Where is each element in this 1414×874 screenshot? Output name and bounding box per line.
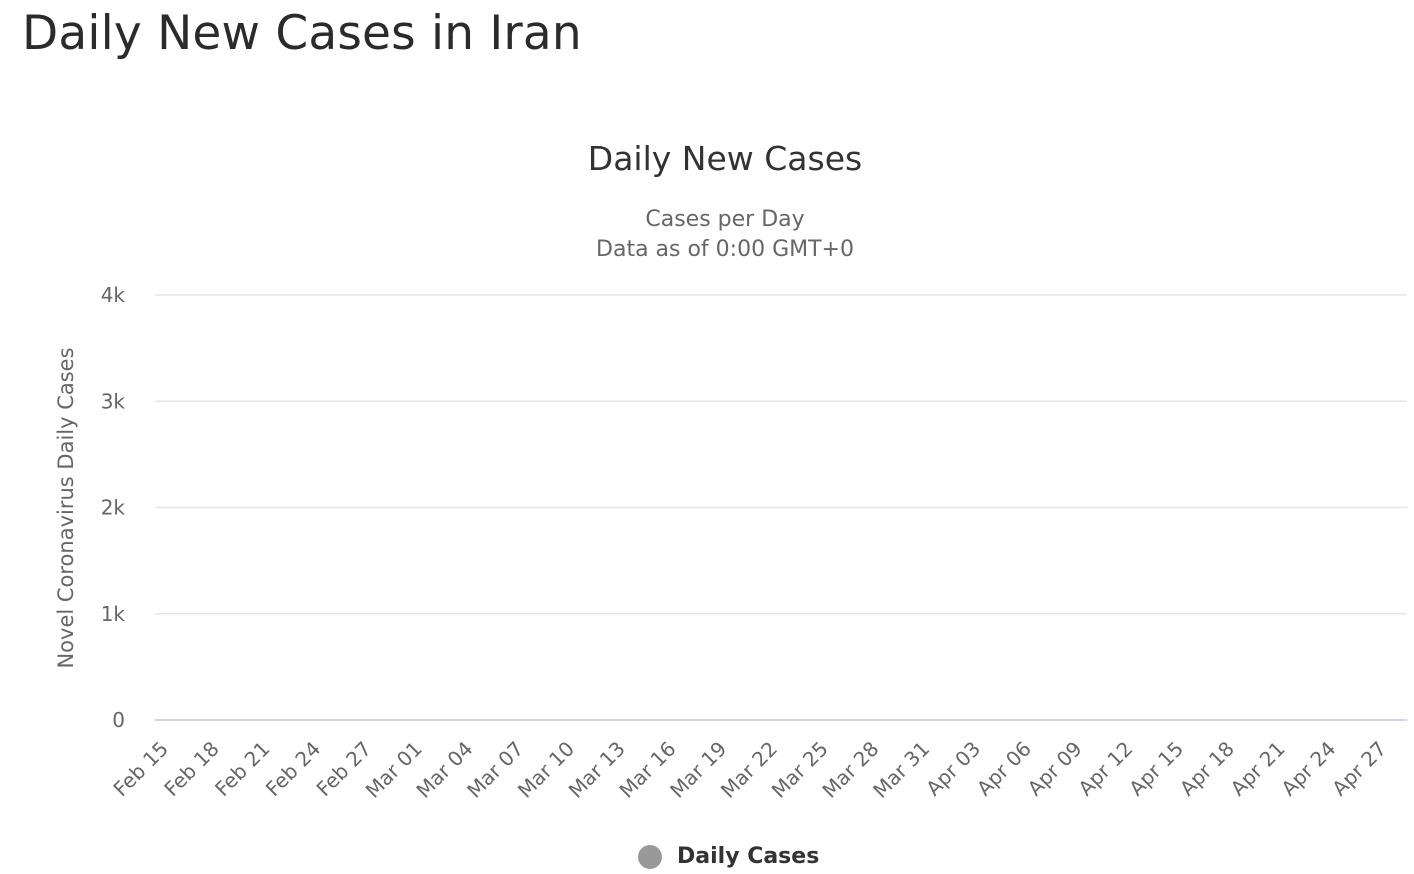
y-tick-label: 4k xyxy=(101,283,126,307)
chart-title: Daily New Cases xyxy=(588,139,862,178)
x-tick-label: Apr 27 xyxy=(1327,737,1391,801)
x-tick-label: Mar 19 xyxy=(665,737,731,803)
y-tick-label: 0 xyxy=(112,708,125,732)
x-tick-label: Feb 15 xyxy=(108,737,173,802)
x-tick-label: Apr 03 xyxy=(921,737,985,801)
y-tick-label: 3k xyxy=(101,389,126,413)
y-tick-label: 1k xyxy=(101,602,126,626)
x-tick-label: Apr 21 xyxy=(1226,737,1290,801)
x-tick-label: Mar 16 xyxy=(614,737,680,803)
chart-subtitle-line-2: Data as of 0:00 GMT+0 xyxy=(596,237,854,262)
x-tick-label: Mar 01 xyxy=(361,737,427,803)
x-tick-label: Mar 22 xyxy=(716,737,782,803)
x-tick-label: Mar 04 xyxy=(411,737,477,803)
x-tick-label: Apr 15 xyxy=(1124,737,1188,801)
x-tick-label: Mar 10 xyxy=(513,737,579,803)
x-tick-label: Mar 13 xyxy=(564,737,630,803)
x-tick-label: Feb 24 xyxy=(261,737,326,802)
x-tick-label: Apr 18 xyxy=(1175,737,1239,801)
grid-lines xyxy=(155,294,1407,615)
x-tick-label: Mar 31 xyxy=(868,737,934,803)
x-tick-label: Mar 25 xyxy=(767,737,833,803)
legend-marker-daily-cases xyxy=(638,844,662,869)
page-title: Daily New Cases in Iran xyxy=(22,6,582,61)
x-tick-label: Mar 07 xyxy=(462,737,528,803)
x-tick-label: Apr 06 xyxy=(972,737,1036,801)
y-axis-label: Novel Coronavirus Daily Cases xyxy=(54,347,78,668)
x-tick-label: Apr 24 xyxy=(1276,737,1340,801)
legend[interactable]: Daily Cases xyxy=(638,844,819,869)
x-tick-label: Feb 21 xyxy=(210,737,275,802)
x-tick-label: Apr 09 xyxy=(1023,737,1087,801)
x-tick-label: Feb 18 xyxy=(159,737,224,802)
x-tick-label: Apr 12 xyxy=(1073,737,1137,801)
y-axis-ticks: 0 1k 2k 3k 4k xyxy=(101,283,126,732)
legend-label-daily-cases: Daily Cases xyxy=(677,844,820,869)
y-tick-label: 2k xyxy=(101,496,126,520)
chart-subtitle-line-1: Cases per Day xyxy=(645,207,804,232)
x-tick-label: Mar 28 xyxy=(817,737,883,803)
